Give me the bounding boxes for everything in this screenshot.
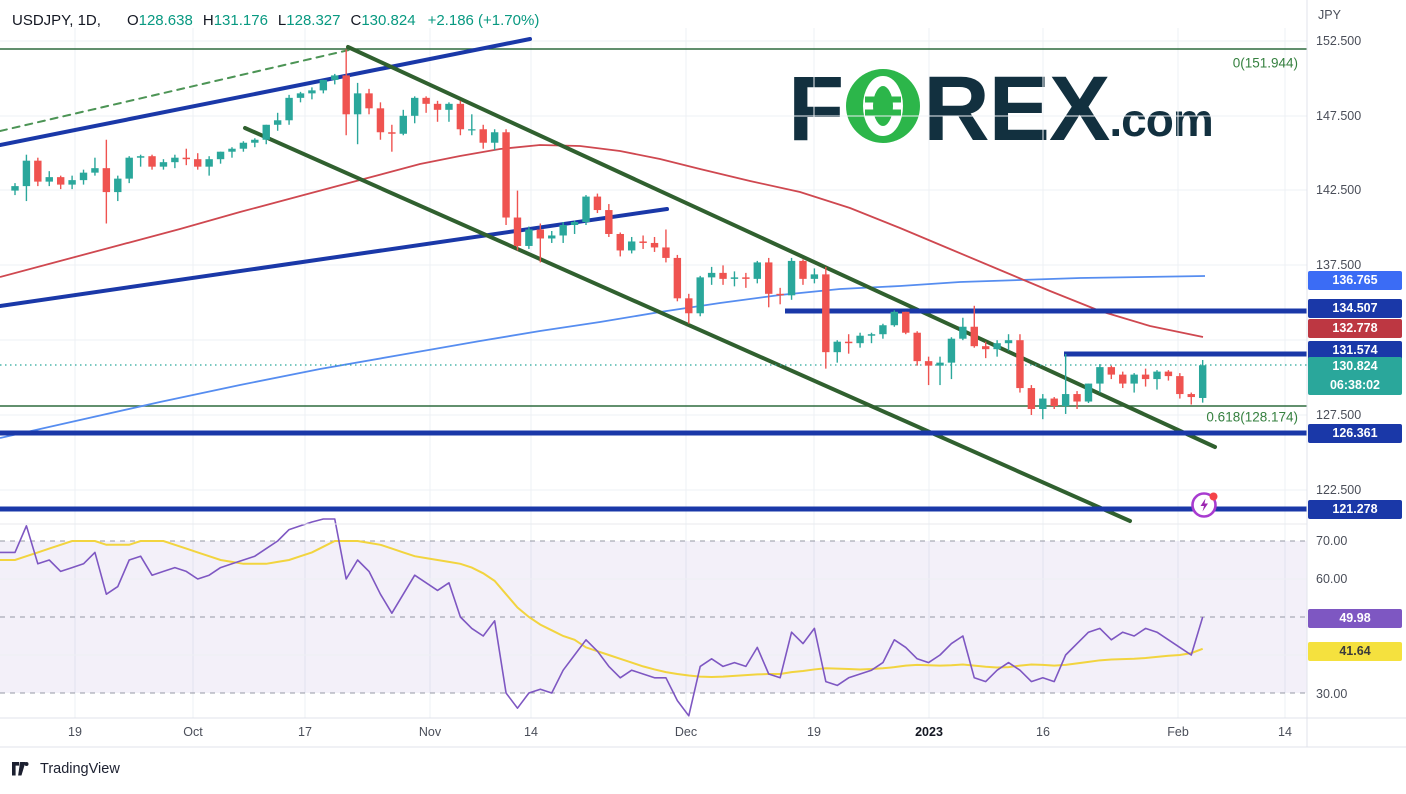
- tradingview-attribution[interactable]: TradingView: [12, 761, 120, 777]
- ma-red-100[interactable]: [0, 144, 1204, 338]
- price-tick-152.500: 152.500: [1316, 34, 1362, 48]
- time-tick-19: 19: [68, 725, 82, 739]
- price-tick-137.500: 137.500: [1316, 258, 1362, 272]
- time-tick-14: 14: [524, 725, 538, 739]
- watermark-o-icon: [845, 68, 921, 149]
- price-level-label-136.765[interactable]: 136.765: [1308, 270, 1402, 290]
- price-level-label-49.98[interactable]: 49.98: [1308, 608, 1402, 628]
- price-tick-127.500: 127.500: [1316, 408, 1362, 422]
- fib-retracement-lines[interactable]: [0, 48, 1307, 407]
- tradingview-text: TradingView: [40, 761, 120, 777]
- change-value: +2.186 (+1.70%): [427, 12, 540, 29]
- time-tick-14: 14: [1278, 725, 1292, 739]
- level-lines[interactable]: [0, 308, 1307, 512]
- rsi-line[interactable]: [0, 518, 1204, 717]
- time-tick-17: 17: [298, 725, 312, 739]
- ascending-support-navy: [0, 207, 669, 308]
- candlestick-series[interactable]: [11, 49, 1207, 420]
- ohlc-h: H131.176: [202, 12, 268, 29]
- pane-borders: [0, 0, 1406, 748]
- price-level-label-132.778[interactable]: 132.778: [1308, 318, 1402, 338]
- ohlc-o: O128.638: [126, 12, 193, 29]
- rsi-pane[interactable]: [0, 540, 1307, 694]
- time-tick-Nov: Nov: [418, 725, 442, 739]
- price-tick-122.500: 122.500: [1316, 483, 1362, 497]
- price-tick-142.500: 142.500: [1316, 183, 1362, 197]
- ohlc-l: L128.327: [277, 12, 341, 29]
- alert-icon[interactable]: [1190, 490, 1220, 520]
- tradingview-logo-icon: [12, 761, 33, 777]
- grid-lines: [0, 28, 1307, 718]
- price-level-label-134.507[interactable]: 134.507: [1308, 298, 1402, 318]
- rsi-tick-70.00: 70.00: [1316, 534, 1348, 548]
- currency-label: JPY: [1318, 8, 1341, 22]
- rsi-tick-30.00: 30.00: [1316, 687, 1348, 701]
- ohlc-values: O128.638 H131.176 L128.327 C130.824: [127, 12, 426, 29]
- fib-label-0[interactable]: 0(151.944): [1232, 55, 1298, 71]
- fib-label-0618[interactable]: 0.618(128.174): [1206, 409, 1298, 425]
- price-tick-147.500: 147.500: [1316, 109, 1362, 123]
- ma-blue-200[interactable]: [0, 275, 1206, 439]
- ohlc-c: C130.824: [350, 12, 416, 29]
- time-tick-Feb: Feb: [1167, 725, 1189, 739]
- price-level-label-131.574[interactable]: 131.574: [1308, 340, 1402, 360]
- time-tick-16: 16: [1036, 725, 1050, 739]
- symbol-legend[interactable]: USDJPY, 1D, O128.638 H131.176 L128.327 C130…: [12, 12, 539, 29]
- price-level-label-126.361[interactable]: 126.361: [1308, 423, 1402, 443]
- trendline-drawings[interactable]: [0, 37, 1217, 523]
- price-level-label-121.278[interactable]: 121.278: [1308, 499, 1402, 519]
- descending-channel-upper-green: [346, 45, 1217, 449]
- ascending-dashed-green: [0, 49, 350, 132]
- candle-countdown: 06:38:02: [1329, 378, 1381, 392]
- time-tick-19: 19: [807, 725, 821, 739]
- ascending-channel-upper-navy: [0, 37, 532, 147]
- rsi-tick-60.00: 60.00: [1316, 572, 1348, 586]
- watermark-rex: REX: [923, 57, 1110, 160]
- time-tick-Oct: Oct: [183, 725, 203, 739]
- time-tick-2023: 2023: [915, 725, 943, 739]
- forexcom-logo-watermark: F REX .com: [788, 57, 1214, 160]
- current-price-label[interactable]: 130.824 06:38:02: [1308, 357, 1402, 395]
- time-tick-Dec: Dec: [674, 725, 698, 739]
- symbol-title: USDJPY, 1D,: [12, 12, 101, 29]
- descending-channel-lower-green: [243, 126, 1132, 523]
- watermark-f: F: [788, 57, 844, 160]
- watermark-dotcom: .com: [1109, 94, 1213, 146]
- price-level-label-41.64[interactable]: 41.64: [1308, 641, 1402, 661]
